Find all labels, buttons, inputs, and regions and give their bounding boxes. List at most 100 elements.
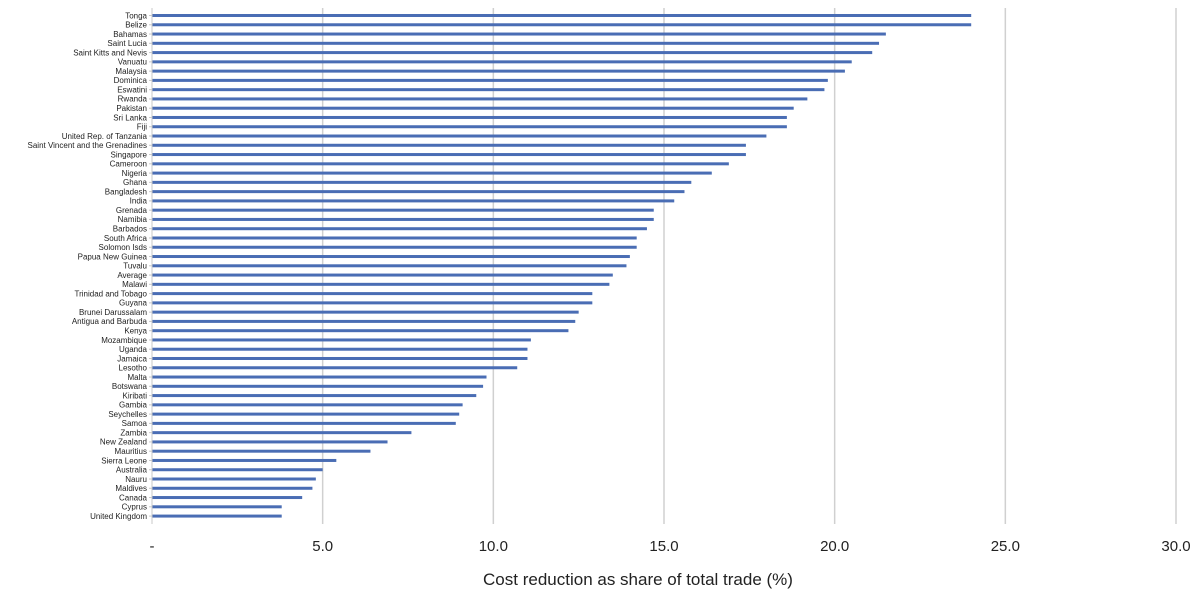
category-label: India <box>130 197 148 206</box>
category-label: Seychelles <box>108 410 147 419</box>
bar <box>152 32 886 36</box>
category-label: Australia <box>116 466 148 475</box>
bar <box>152 366 518 370</box>
x-tick-label: 20.0 <box>820 538 849 555</box>
bar <box>152 143 746 147</box>
bar <box>152 255 630 259</box>
category-label: Maldives <box>115 484 147 493</box>
bar <box>152 106 794 110</box>
category-label: Barbados <box>113 225 147 234</box>
category-label: United Rep. of Tanzania <box>62 132 148 141</box>
bar <box>152 273 613 277</box>
x-tick-labels: - 5.0 10.0 15.0 20.0 25.0 30.0 <box>150 538 1191 555</box>
bar <box>152 245 637 249</box>
category-label: Papua New Guinea <box>78 252 148 261</box>
x-tick-label: 5.0 <box>312 538 333 555</box>
category-label: Saint Vincent and the Grenadines <box>28 141 148 150</box>
bar <box>152 301 593 305</box>
category-label: Tuvalu <box>123 262 147 271</box>
category-label: Average <box>117 271 147 280</box>
bar <box>152 171 712 175</box>
category-label: Belize <box>125 21 147 30</box>
category-label: South Africa <box>104 234 148 243</box>
bar <box>152 431 412 435</box>
category-label: Malaysia <box>115 67 147 76</box>
bar <box>152 384 484 388</box>
bar <box>152 190 685 194</box>
bar <box>152 115 787 119</box>
bar <box>152 412 460 416</box>
category-label: Fiji <box>137 123 147 132</box>
category-label: Bangladesh <box>105 187 147 196</box>
category-label: Antigua and Barbuda <box>72 317 148 326</box>
category-label: New Zealand <box>100 438 147 447</box>
bar <box>152 264 627 268</box>
bar <box>152 134 767 138</box>
category-label: Rwanda <box>118 95 148 104</box>
bar <box>152 69 845 73</box>
bar <box>152 78 828 82</box>
category-label: Uganda <box>119 345 148 354</box>
bar <box>152 153 746 157</box>
category-label: Canada <box>119 493 148 502</box>
category-label: Lesotho <box>119 364 148 373</box>
bar <box>152 14 972 17</box>
category-label: Dominica <box>114 76 148 85</box>
bar <box>152 162 729 166</box>
bar <box>152 319 576 323</box>
category-label: Pakistan <box>116 104 147 113</box>
bar <box>152 23 972 27</box>
bar <box>152 449 371 453</box>
bar <box>152 236 637 240</box>
bar <box>152 440 388 444</box>
x-tick-label: 30.0 <box>1161 538 1190 555</box>
category-label: Tonga <box>125 11 147 20</box>
bar <box>152 403 463 407</box>
bar <box>152 338 531 342</box>
bar <box>152 125 787 129</box>
bar <box>152 468 323 472</box>
bar <box>152 227 647 231</box>
category-label: Namibia <box>118 215 148 224</box>
bar <box>152 60 852 64</box>
bar <box>152 97 808 101</box>
category-label: Nauru <box>125 475 147 484</box>
category-label: Zambia <box>120 428 147 437</box>
bar <box>152 394 477 398</box>
category-label: Kenya <box>124 326 147 335</box>
category-label: Brunei Darussalam <box>79 308 147 317</box>
bar <box>152 292 593 296</box>
bars <box>149 14 972 518</box>
bar <box>152 208 654 212</box>
bar <box>152 180 692 184</box>
bar <box>152 41 880 45</box>
category-label: Kiribati <box>123 391 148 400</box>
category-label: Sierra Leone <box>101 456 147 465</box>
category-label: Solomon Isds <box>99 243 147 252</box>
category-label: Nigeria <box>122 169 148 178</box>
category-label: Jamaica <box>117 354 147 363</box>
category-label: Mauritius <box>115 447 147 456</box>
bar <box>152 88 825 92</box>
category-label: Botswana <box>112 382 148 391</box>
bar <box>152 477 316 481</box>
category-label: Cameroon <box>110 160 147 169</box>
bar <box>152 282 610 286</box>
bar <box>152 496 303 500</box>
x-axis-title: Cost reduction as share of total trade (… <box>483 570 793 589</box>
bar <box>152 458 337 462</box>
bar <box>152 514 282 518</box>
category-label: Cyprus <box>122 503 147 512</box>
bar <box>152 421 456 425</box>
category-label: Malawi <box>122 280 147 289</box>
category-label: Saint Kitts and Nevis <box>73 48 147 57</box>
category-label: Gambia <box>119 401 148 410</box>
bar <box>152 347 528 351</box>
bar <box>152 217 654 221</box>
gridlines <box>321 8 1177 524</box>
category-label: Malta <box>127 373 147 382</box>
x-tick-label: 10.0 <box>479 538 508 555</box>
